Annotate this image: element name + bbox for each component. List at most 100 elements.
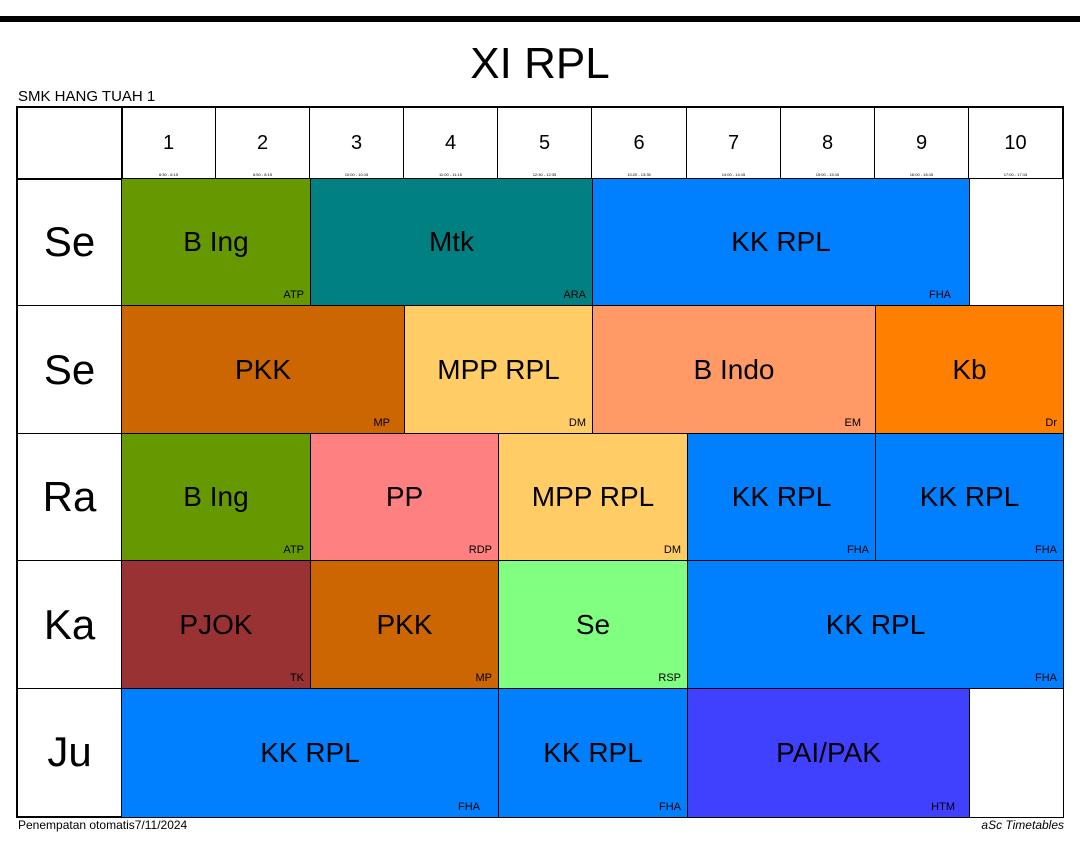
period-header: 5 12:30 - 12:35 — [498, 106, 591, 178]
lesson-teacher: DM — [568, 417, 586, 429]
day-label: Se — [43, 218, 96, 265]
day-label: Ju — [47, 728, 92, 775]
header-divider-line — [780, 106, 781, 180]
lesson-teacher: FHA — [847, 544, 869, 556]
lesson-cell[interactable]: PJOK TK — [121, 560, 311, 689]
footer-generated-note: Penempatan otomatis7/11/2024 — [18, 818, 188, 832]
period-time: 6:30 - 6:15 — [158, 172, 179, 177]
day-divider-line — [16, 560, 122, 561]
lesson-teacher: HTM — [931, 801, 955, 813]
lesson-cell[interactable]: PKK MP — [310, 560, 499, 689]
period-time: 11:00 - 11:15 — [439, 172, 462, 177]
lesson-teacher: MP — [475, 672, 493, 684]
header-divider-line — [686, 106, 687, 180]
lesson-subject: Mtk — [428, 226, 475, 257]
period-number: 6 — [633, 132, 645, 154]
school-name: SMK HANG TUAH 1 — [18, 88, 156, 105]
period-time: 10:00 - 10:15 — [344, 172, 369, 177]
lesson-subject: B Ing — [183, 481, 249, 512]
period-time: 14:00 - 14:15 — [721, 172, 746, 177]
header-divider-line — [874, 106, 875, 180]
period-number: 7 — [727, 132, 740, 154]
top-rule — [0, 16, 1080, 22]
lesson-teacher: ATP — [283, 289, 304, 301]
lesson-teacher: RSP — [658, 672, 681, 684]
period-time: 13:20 - 13:35 — [627, 172, 651, 177]
period-number: 9 — [915, 132, 928, 154]
period-header: 6 13:20 - 13:35 — [592, 106, 686, 178]
period-number: 4 — [444, 132, 457, 154]
lesson-cell[interactable]: PKK MP — [121, 305, 405, 434]
lesson-teacher: FHA — [458, 801, 480, 813]
period-number: 2 — [256, 132, 269, 154]
lesson-teacher: MP — [373, 417, 391, 429]
lesson-cell[interactable]: KK RPL FHA — [498, 688, 688, 818]
lesson-subject: PKK — [234, 353, 292, 385]
lesson-cell[interactable]: KK RPL FHA — [875, 433, 1064, 561]
period-header: 7 14:00 - 14:15 — [687, 106, 780, 178]
lesson-subject: PP — [385, 481, 424, 512]
lesson-subject: MPP RPL — [531, 481, 655, 512]
period-number: 3 — [350, 132, 363, 154]
lesson-cell[interactable]: PP RDP — [310, 433, 499, 561]
period-header: 10 17:00 - 17:15 — [969, 106, 1062, 178]
day-label: Ra — [42, 473, 97, 520]
lesson-cell[interactable]: KK RPL FHA — [121, 688, 499, 818]
lesson-teacher: Dr — [1045, 417, 1057, 429]
lesson-subject: Se — [575, 608, 611, 640]
lesson-subject: MPP RPL — [437, 353, 560, 385]
header-divider-line — [309, 106, 310, 180]
lesson-teacher: FHA — [929, 289, 951, 301]
period-header: 1 6:30 - 6:15 — [122, 106, 215, 178]
lesson-cell[interactable]: KK RPL FHA — [592, 178, 970, 306]
header-divider-line — [215, 106, 216, 180]
period-header: 4 11:00 - 11:15 — [404, 106, 497, 178]
lesson-cell[interactable]: MPP RPL DM — [404, 305, 593, 434]
lesson-teacher: ARA — [563, 289, 586, 301]
header-divider-line — [968, 106, 969, 180]
lesson-subject: B Ing — [183, 226, 249, 257]
lesson-cell[interactable]: Mtk ARA — [310, 178, 593, 306]
lesson-subject: PAI/PAK — [776, 737, 881, 768]
period-time: 15:00 - 15:15 — [815, 172, 840, 177]
lesson-cell[interactable]: B Indo EM — [592, 305, 876, 434]
lesson-cell[interactable]: MPP RPL DM — [498, 433, 688, 561]
period-number: 8 — [821, 132, 834, 154]
day-divider-line — [16, 305, 122, 306]
lesson-cell[interactable]: B Ing ATP — [121, 178, 311, 306]
period-number: 5 — [538, 132, 551, 154]
lesson-subject: PKK — [376, 608, 433, 640]
header-divider-line — [403, 106, 404, 180]
lesson-subject: KK RPL — [731, 226, 831, 257]
lesson-cell[interactable]: KK RPL FHA — [687, 560, 1064, 689]
empty-cell — [969, 178, 1064, 306]
lesson-teacher: RDP — [468, 544, 492, 556]
lesson-cell[interactable]: Se RSP — [498, 560, 688, 689]
lesson-teacher: FHA — [1035, 544, 1057, 556]
period-header: 3 10:00 - 10:15 — [310, 106, 403, 178]
lesson-subject: KK RPL — [260, 737, 360, 768]
day-divider-line — [16, 688, 122, 689]
period-time: 16:00 - 16:15 — [909, 172, 934, 177]
lesson-cell[interactable]: KK RPL FHA — [687, 433, 876, 561]
period-time: 12:30 - 12:35 — [532, 172, 557, 177]
header-divider-line — [591, 106, 592, 180]
lesson-cell[interactable]: B Ing ATP — [121, 433, 311, 561]
footer-brand: aSc Timetables — [981, 818, 1064, 832]
header-divider-line — [497, 106, 498, 180]
period-time: 17:00 - 17:15 — [1003, 172, 1028, 177]
lesson-subject: KK RPL — [543, 737, 643, 768]
lesson-subject: Kb — [952, 353, 987, 385]
period-number: 1 — [162, 132, 175, 154]
lesson-cell[interactable]: Kb Dr — [875, 305, 1064, 434]
lesson-subject: KK RPL — [825, 608, 926, 640]
lesson-teacher: EM — [844, 417, 862, 429]
lesson-subject: KK RPL — [919, 481, 1020, 512]
lesson-teacher: ATP — [283, 544, 304, 556]
lesson-teacher: FHA — [659, 801, 681, 813]
period-header: 8 15:00 - 15:15 — [781, 106, 874, 178]
day-label: Ka — [43, 601, 96, 648]
lesson-cell[interactable]: PAI/PAK HTM — [687, 688, 970, 818]
lesson-teacher: FHA — [1035, 672, 1057, 684]
lesson-teacher: TK — [289, 672, 304, 684]
